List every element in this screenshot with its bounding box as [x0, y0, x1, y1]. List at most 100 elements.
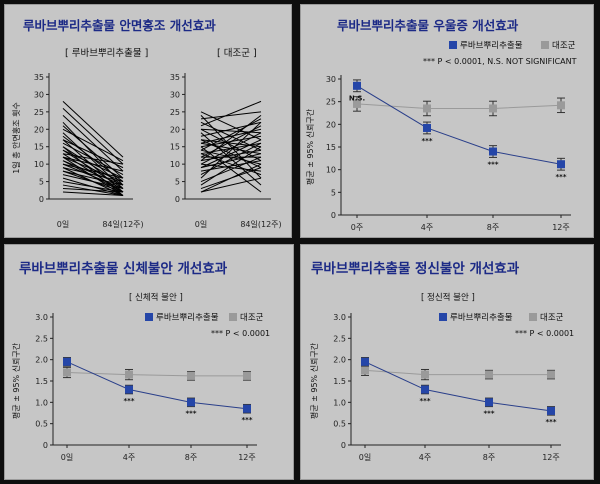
- y-tick-label: 2.5: [333, 334, 346, 343]
- control-subject-line: [200, 111, 262, 141]
- significance-note: *** P < 0.0001: [515, 329, 575, 338]
- y-tick-label: 10: [170, 160, 180, 169]
- significance-mark: ***: [420, 397, 431, 405]
- y-tick-label: 35: [170, 73, 180, 82]
- y-tick-label: 20: [34, 125, 44, 134]
- treatment-subject-line: [62, 108, 124, 165]
- significance-mark: ***: [422, 137, 433, 145]
- y-tick-label: 2.5: [35, 334, 48, 343]
- treatment-point: [489, 147, 497, 156]
- treatment-subject-line: [62, 167, 124, 183]
- y-tick-label: 25: [170, 108, 180, 117]
- x-tick-label: 12주: [238, 453, 256, 462]
- treatment-point: [353, 81, 361, 90]
- x-tick-label: 8주: [483, 453, 495, 462]
- control-point: [485, 370, 493, 379]
- control-point: [547, 370, 555, 379]
- treatment-point: [557, 160, 565, 169]
- treatment-point: [421, 385, 429, 394]
- y-tick-label: 15: [326, 143, 336, 152]
- y-tick-label: 5: [175, 178, 180, 187]
- y-tick-label: 1.5: [35, 377, 48, 386]
- y-tick-label: 15: [170, 143, 180, 152]
- y-axis-label: 평균 ± 95% 신뢰구간: [11, 342, 21, 419]
- y-tick-label: 3.0: [35, 313, 48, 322]
- y-tick-label: 0: [43, 441, 48, 450]
- treatment-series-line: [356, 85, 562, 165]
- depression-panel: 루바브뿌리추출물 우울증 개선효과 루바브뿌리추출물 대조군 *** P < 0…: [300, 4, 594, 238]
- significance-mark: ***: [242, 416, 253, 424]
- control-point: [187, 371, 195, 380]
- y-axis-label: 평균 ± 95% 신뢰구간: [305, 108, 315, 185]
- depression-chart: 평균 ± 95% 신뢰구간 0 5 10 15 20 25 30 0주 4주 8주 12주 N.S. **…: [305, 75, 571, 232]
- control-point: [557, 101, 565, 110]
- panel-subtitle: [ 신체적 불안 ]: [129, 293, 183, 303]
- significance-mark: ***: [186, 410, 197, 418]
- control-point: [423, 104, 431, 113]
- panel-title: 루바브뿌리추출물 우울증 개선효과: [337, 18, 519, 33]
- legend-control-label: 대조군: [240, 313, 264, 323]
- significance-mark: ***: [484, 410, 495, 418]
- y-tick-label: 20: [326, 120, 336, 129]
- y-tick-label: 15: [34, 143, 44, 152]
- control-subject-line: [200, 114, 262, 162]
- control-subject-line: [200, 139, 262, 169]
- control-subject-line: [200, 114, 262, 179]
- legend-control: 대조군: [541, 39, 575, 51]
- y-tick-label: 30: [34, 90, 44, 99]
- y-tick-label: 0: [175, 195, 180, 204]
- y-tick-label: 20: [170, 125, 180, 134]
- control-subject-line: [200, 156, 262, 183]
- treatment-subject-line: [62, 156, 124, 172]
- treatment-subject-line: [62, 101, 124, 158]
- control-subject-line: [200, 163, 262, 193]
- y-tick-label: 3.0: [333, 313, 346, 322]
- y-tick-label: 0: [39, 195, 44, 204]
- legend-control-label: 대조군: [552, 41, 576, 51]
- x-tick-label: 0일: [195, 220, 207, 229]
- control-subject-line: [200, 100, 262, 127]
- control-subject-line: [200, 177, 262, 193]
- significance-mark: N.S.: [349, 95, 365, 103]
- treatment-subject-line: [62, 146, 124, 186]
- treatment-series-line: [66, 361, 248, 410]
- legend-control: 대조군: [229, 311, 263, 323]
- legend-treatment: 루바브뿌리추출물: [145, 311, 219, 323]
- y-tick-label: 1.5: [333, 377, 346, 386]
- treatment-subject-line: [62, 188, 124, 193]
- treatment-point: [485, 398, 493, 407]
- control-point: [63, 368, 71, 377]
- hot-flush-chart: 1일 총 안면홍조 횟수 0 5 10 15 20 25 30 35 0일 84일(12주) 0 5 10…: [11, 73, 282, 229]
- treatment-point: [187, 398, 195, 407]
- y-tick-label: 25: [34, 108, 44, 117]
- y-axis-label: 1일 총 안면홍조 횟수: [11, 102, 21, 174]
- y-tick-label: 30: [326, 75, 336, 84]
- control-subject-line: [200, 118, 262, 151]
- legend-treatment: 루바브뿌리추출물: [439, 311, 513, 323]
- treatment-subject-line: [62, 156, 124, 183]
- legend-treatment-label: 루바브뿌리추출물: [450, 313, 513, 323]
- panel-title: 루바브뿌리추출물 신체불안 개선효과: [19, 261, 228, 277]
- legend-control-label: 대조군: [540, 313, 564, 323]
- y-tick-label: 0.5: [333, 420, 346, 429]
- x-tick-label: 0일: [61, 453, 73, 462]
- treatment-series-line: [364, 361, 552, 412]
- panel-title: 루바브뿌리추출물 정신불안 개선효과: [311, 261, 520, 277]
- x-tick-label: 12주: [542, 453, 560, 462]
- control-subject-line: [200, 128, 262, 162]
- y-tick-label: 10: [326, 166, 336, 175]
- x-tick-label: 0주: [351, 223, 363, 232]
- treatment-point: [63, 357, 71, 366]
- x-tick-label: 84일(12주): [240, 220, 281, 229]
- y-tick-label: 0: [341, 441, 346, 450]
- y-tick-label: 10: [34, 160, 44, 169]
- y-tick-label: 0.5: [35, 420, 48, 429]
- y-tick-label: 30: [170, 90, 180, 99]
- legend-control: 대조군: [529, 311, 563, 323]
- panel-subtitle: [ 정신적 불안 ]: [421, 293, 475, 303]
- significance-mark: ***: [556, 173, 567, 181]
- treatment-subject-line: [62, 114, 124, 172]
- control-series-line: [66, 371, 247, 377]
- x-tick-label: 12주: [552, 223, 570, 232]
- legend-treatment-label: 루바브뿌리추출물: [460, 41, 523, 51]
